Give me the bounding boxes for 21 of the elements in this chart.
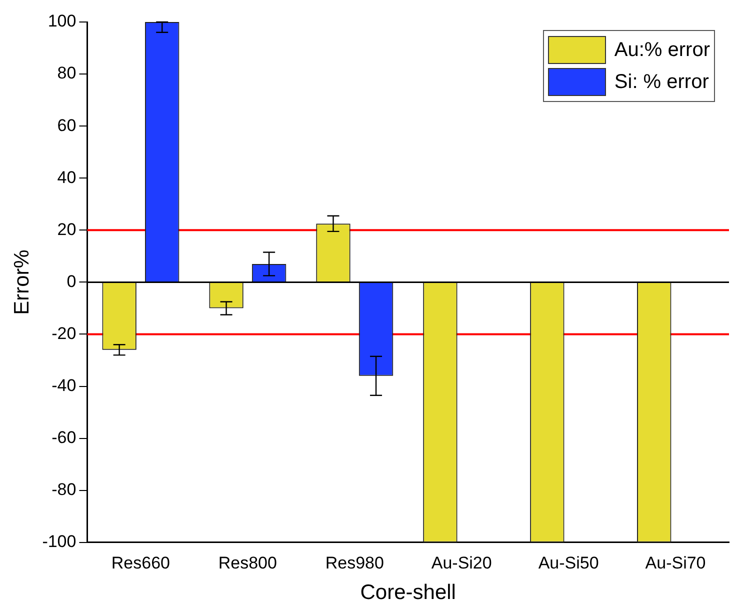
y-tick-label: 60 bbox=[57, 116, 76, 135]
y-tick-label: -100 bbox=[42, 532, 76, 552]
x-tick-label: Res980 bbox=[325, 553, 384, 572]
y-tick-label: -80 bbox=[52, 480, 76, 500]
legend-label: Au:% error bbox=[614, 38, 710, 63]
x-tick-label: Au-Si70 bbox=[645, 553, 706, 572]
y-tick-label: -40 bbox=[52, 376, 76, 395]
x-tick-label: Au-Si50 bbox=[538, 553, 599, 572]
y-tick-label: -60 bbox=[52, 428, 76, 448]
y-tick-label: 0 bbox=[66, 272, 76, 291]
x-tick-label: Au-Si20 bbox=[431, 553, 492, 572]
y-axis-title: Error% bbox=[10, 250, 34, 315]
y-tick-label: 80 bbox=[57, 64, 76, 83]
x-tick-label: Res660 bbox=[111, 553, 170, 572]
y-tick-label: 100 bbox=[48, 12, 76, 31]
y-tick-label: 20 bbox=[57, 220, 76, 239]
y-tick-label: 40 bbox=[57, 168, 76, 187]
x-tick-label: Res800 bbox=[218, 553, 277, 572]
x-axis-title: Core-shell bbox=[360, 581, 456, 604]
y-tick-label: -20 bbox=[52, 324, 76, 343]
legend-label: Si: % error bbox=[614, 70, 709, 95]
